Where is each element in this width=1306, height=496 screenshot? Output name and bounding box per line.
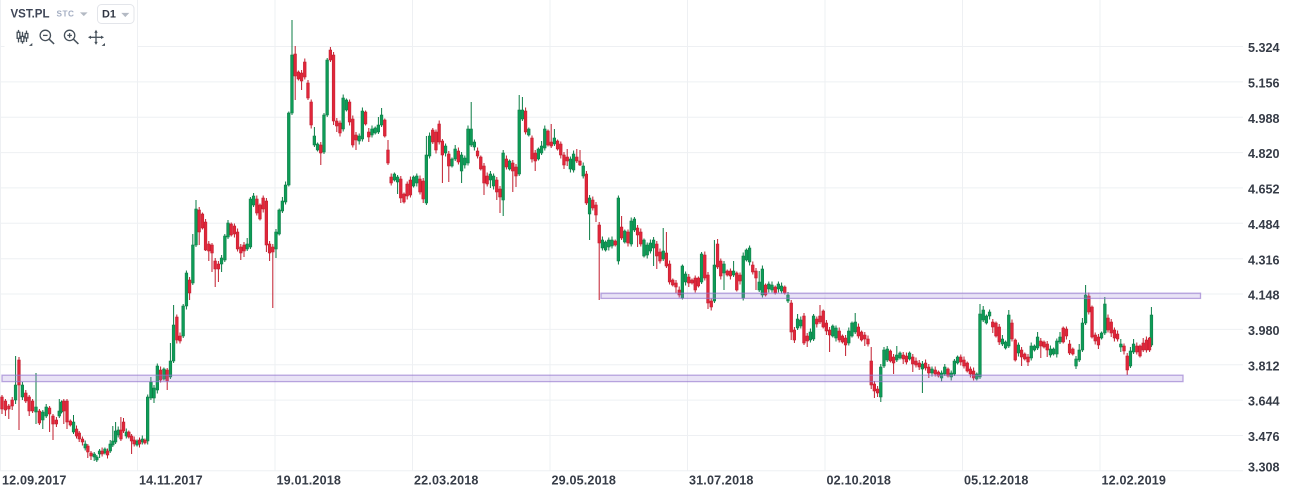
- svg-text:05.12.2018: 05.12.2018: [964, 474, 1029, 488]
- svg-text:4.652: 4.652: [1248, 183, 1280, 197]
- svg-text:5.156: 5.156: [1248, 77, 1280, 91]
- svg-text:02.10.2018: 02.10.2018: [827, 474, 892, 488]
- svg-text:4.316: 4.316: [1248, 253, 1280, 267]
- svg-text:19.01.2018: 19.01.2018: [277, 474, 342, 488]
- svg-text:3.644: 3.644: [1248, 395, 1280, 409]
- svg-text:4.148: 4.148: [1248, 289, 1280, 303]
- svg-text:STC: STC: [57, 9, 75, 18]
- svg-text:D1: D1: [102, 9, 116, 21]
- svg-text:14.11.2017: 14.11.2017: [139, 474, 203, 488]
- svg-text:3.812: 3.812: [1248, 359, 1280, 373]
- svg-text:4.820: 4.820: [1248, 147, 1280, 161]
- svg-text:VST.PL: VST.PL: [11, 9, 50, 21]
- svg-text:3.980: 3.980: [1248, 324, 1280, 338]
- svg-text:29.05.2018: 29.05.2018: [552, 474, 617, 488]
- svg-text:3.476: 3.476: [1248, 430, 1280, 444]
- svg-text:4.988: 4.988: [1248, 112, 1280, 126]
- svg-text:3.308: 3.308: [1248, 461, 1280, 475]
- svg-text:12.09.2017: 12.09.2017: [2, 474, 67, 488]
- svg-text:31.07.2018: 31.07.2018: [689, 474, 754, 488]
- svg-text:4.484: 4.484: [1248, 218, 1280, 232]
- svg-text:5.324: 5.324: [1248, 41, 1280, 55]
- svg-text:12.02.2019: 12.02.2019: [1102, 474, 1167, 488]
- svg-text:22.03.2018: 22.03.2018: [414, 474, 479, 488]
